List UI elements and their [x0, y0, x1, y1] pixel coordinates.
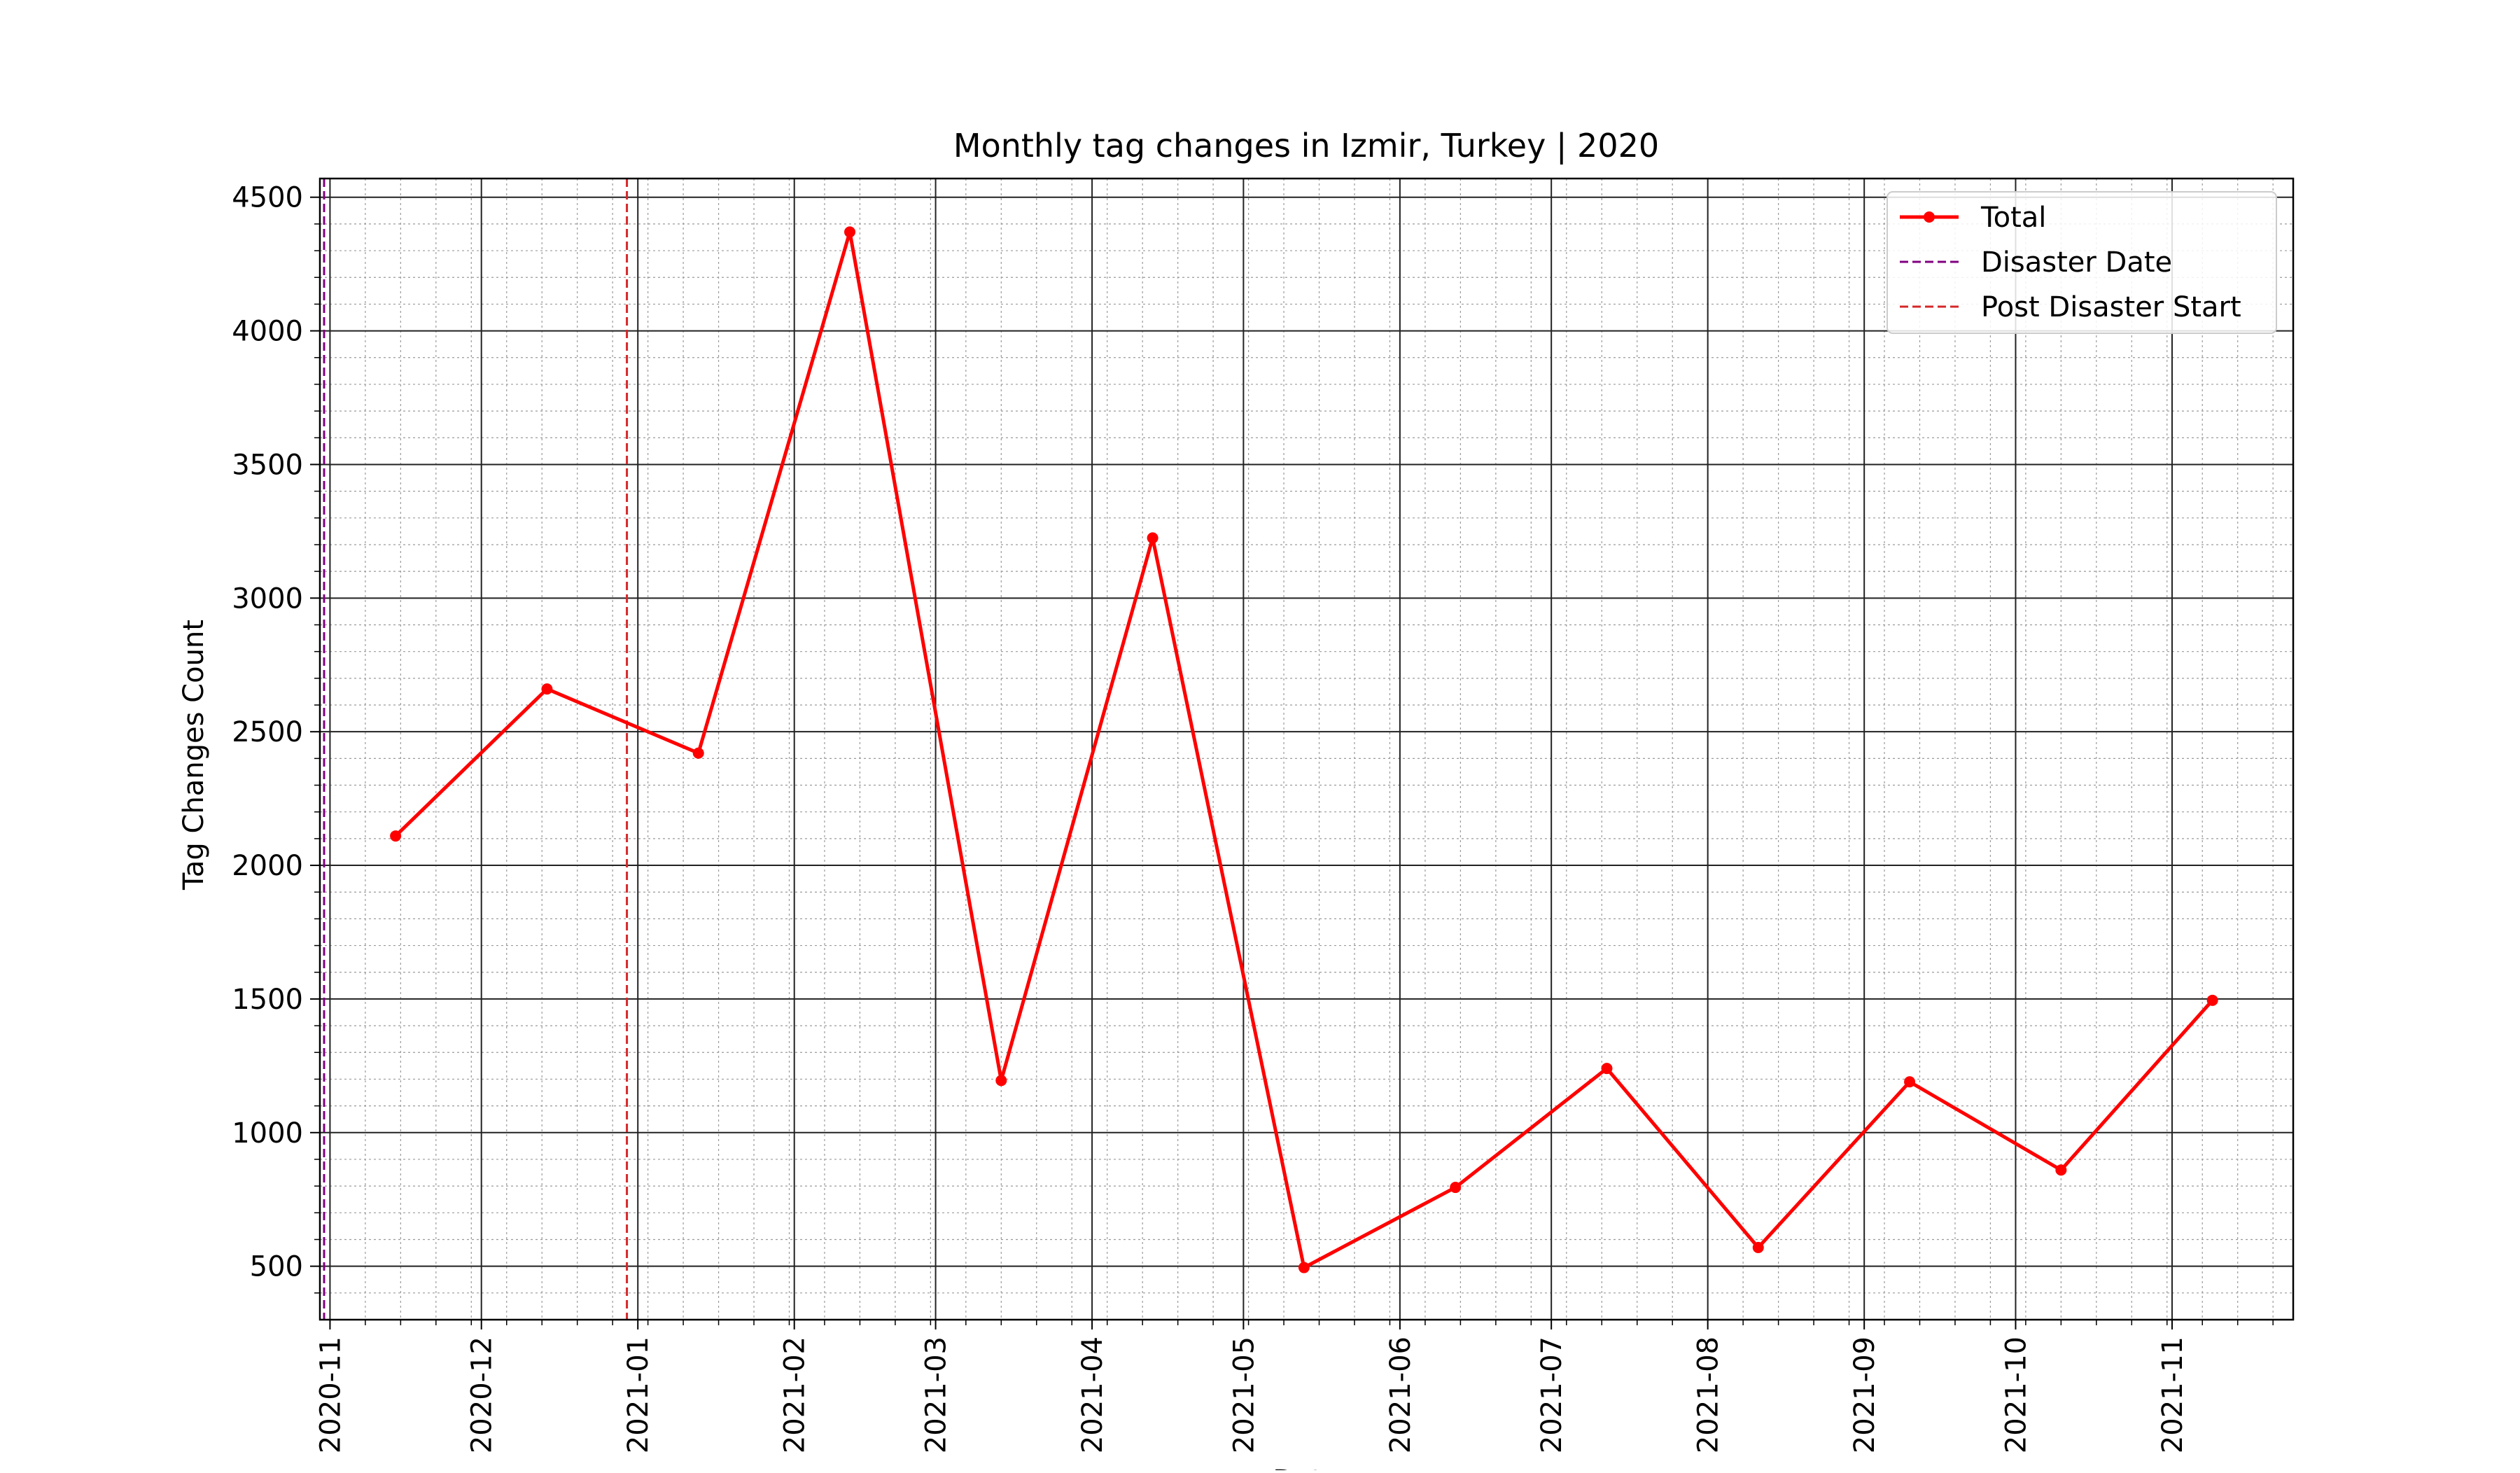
- y-tick-label: 500: [250, 1251, 303, 1283]
- plot-frame: [318, 177, 2295, 1321]
- legend-box: [1886, 191, 2277, 334]
- data-point: [1904, 1076, 1916, 1088]
- x-tick-label: 2021-09: [1849, 1336, 1881, 1453]
- x-tick-label: 2021-10: [2000, 1336, 2032, 1453]
- chart-title: Monthly tag changes in Izmir, Turkey | 2…: [953, 127, 1659, 165]
- legend-label: Post Disaster Start: [1981, 291, 2241, 323]
- legend-label: Total: [1980, 202, 2046, 234]
- data-point: [1752, 1241, 1764, 1253]
- x-tick-label: 2021-04: [1077, 1336, 1109, 1453]
- x-tick-label: 2021-02: [779, 1336, 811, 1453]
- data-point: [2055, 1164, 2067, 1176]
- x-tick-label: 2021-07: [1536, 1336, 1568, 1453]
- y-tick-label: 1000: [232, 1117, 303, 1150]
- data-point: [1450, 1182, 1462, 1194]
- x-axis: 2020-11 2020-12 2021-01 2021-02 2021-03 2021-…: [314, 1320, 2274, 1453]
- y-axis-label: Tag Changes Count: [178, 620, 210, 891]
- y-tick-label: 3000: [232, 582, 303, 615]
- data-point: [692, 747, 704, 759]
- x-axis-label: Date: [1273, 1465, 1340, 1470]
- data-point: [541, 683, 553, 695]
- x-tick-label: 2020-12: [466, 1336, 498, 1453]
- y-tick-label: 4000: [232, 316, 303, 348]
- x-tick-label: 2020-11: [314, 1336, 346, 1453]
- legend-marker: [1924, 211, 1935, 223]
- x-tick-label: 2021-11: [2157, 1336, 2189, 1453]
- x-tick-label: 2021-08: [1693, 1336, 1725, 1453]
- y-axis: 500 1000 1500 2000 2500 3000 3500 4000 4500: [232, 182, 320, 1294]
- legend-label: Disaster Date: [1981, 246, 2172, 279]
- y-tick-label: 2000: [232, 850, 303, 882]
- minor-grid: [320, 179, 2293, 1320]
- data-point: [2206, 994, 2218, 1006]
- x-tick-label: 2021-06: [1385, 1336, 1417, 1453]
- data-point: [390, 830, 402, 842]
- x-tick-label: 2021-03: [920, 1336, 953, 1453]
- data-point: [1298, 1262, 1310, 1273]
- series-layer: [390, 226, 2218, 1273]
- data-point: [844, 226, 856, 238]
- y-tick-label: 4500: [232, 182, 303, 214]
- y-tick-label: 1500: [232, 984, 303, 1016]
- data-point: [1147, 532, 1158, 544]
- y-tick-label: 3500: [232, 449, 303, 481]
- reference-lines: [323, 179, 629, 1320]
- data-point: [1601, 1063, 1613, 1075]
- data-point: [995, 1075, 1007, 1087]
- y-tick-label: 2500: [232, 716, 303, 748]
- legend: Total Disaster Date Post Disaster Start: [1886, 191, 2277, 334]
- x-tick-label: 2021-05: [1228, 1336, 1260, 1453]
- x-tick-label: 2021-01: [622, 1336, 654, 1453]
